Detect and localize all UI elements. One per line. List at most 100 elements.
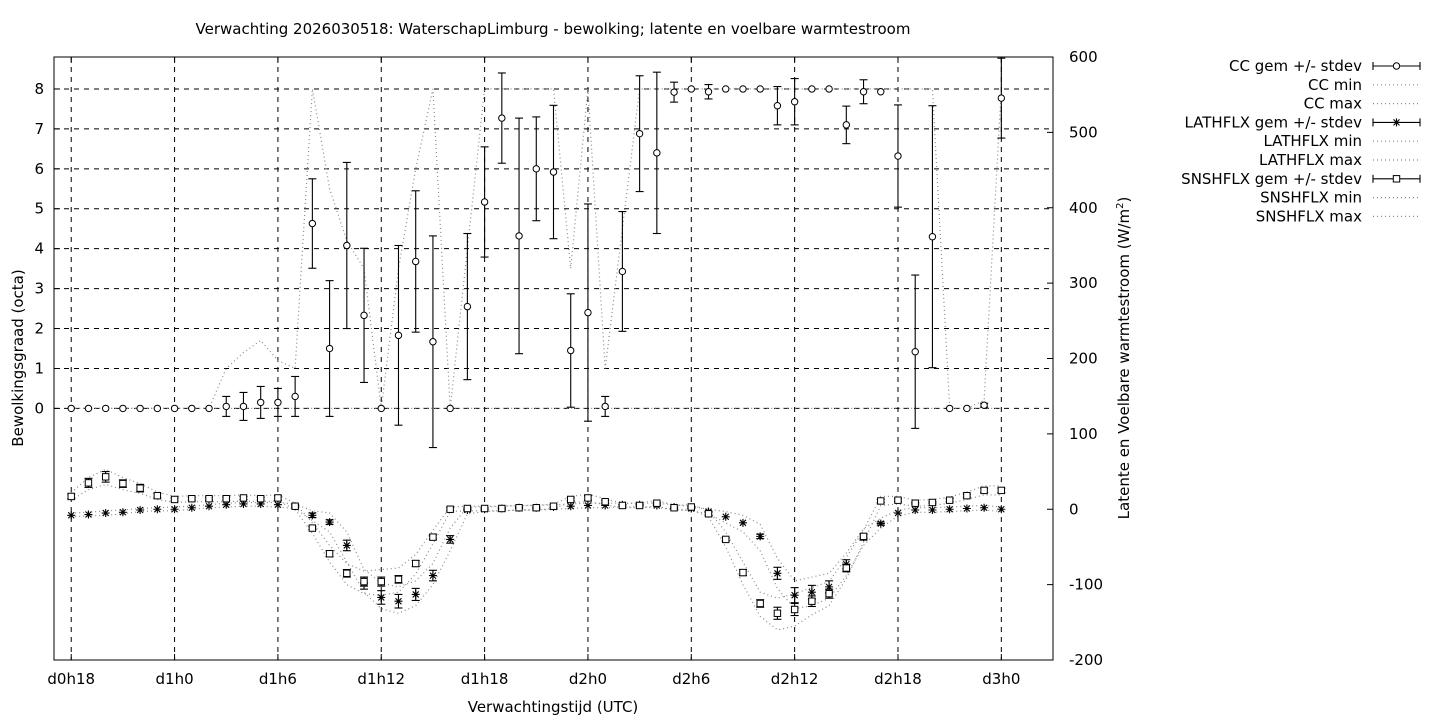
lathflx-mean-point (325, 518, 334, 527)
legend-item: LATHFLX min (1263, 132, 1420, 150)
x-tick-label: d1h18 (461, 670, 509, 688)
lathflx-mean-point (738, 518, 747, 527)
snshflx-mean-point (773, 609, 782, 617)
lathflx-mean-point (997, 505, 1006, 514)
cc-mean-point (67, 404, 75, 413)
cc-mean-point (239, 402, 248, 411)
x-tick-label: d3h0 (982, 670, 1020, 688)
cc-mean-point (188, 404, 196, 413)
lathflx-mean-point (962, 504, 971, 513)
cc-mean-point (256, 398, 265, 407)
y-tick-label: 2 (34, 320, 44, 338)
lathflx-mean-point (893, 509, 902, 518)
snshflx-mean-point (584, 494, 592, 502)
cc-mean-point (928, 233, 937, 241)
cc-mean-point (343, 241, 351, 250)
lathflx-mean-point (394, 597, 403, 606)
snshflx-mean-point (997, 486, 1006, 495)
snshflx-mean-point (239, 494, 248, 502)
cc-mean-point (360, 311, 368, 320)
snshflx-mean-point (567, 495, 575, 504)
snshflx-mean-point (360, 577, 368, 586)
snshflx-mean-point (945, 496, 954, 504)
y-tick-label: 5 (34, 200, 44, 218)
legend-item: CC gem +/- stdev (1229, 57, 1421, 75)
cc-mean-point (618, 267, 627, 276)
cc-mean-point (567, 346, 575, 355)
x-tick-label: d1h6 (259, 670, 297, 688)
lathflx-mean-point (945, 505, 954, 514)
snshflx-mean-point (911, 499, 919, 507)
legend-marker (1392, 118, 1401, 127)
lathflx-min-line (71, 505, 1002, 614)
snshflx-mean-point (825, 589, 833, 598)
y2-axis-label-sup: 2 (1115, 203, 1126, 209)
legend-label: LATHFLX gem +/- stdev (1184, 113, 1362, 131)
snshflx-mean-point (963, 491, 971, 500)
lathflx-mean-point (153, 505, 162, 514)
lathflx-mean-point (342, 541, 351, 550)
snshflx-mean-point (808, 597, 816, 605)
snshflx-mean-point (515, 504, 523, 512)
snshflx-mean-point (412, 559, 420, 568)
cc-mean-point (670, 88, 678, 96)
snshflx-mean-point (188, 494, 196, 503)
cc-mean-point (825, 85, 833, 93)
snshflx-mean-point (343, 569, 351, 578)
lathflx-mean-point (239, 499, 248, 508)
x-tick-label: d2h18 (874, 670, 922, 688)
cc-mean-point (756, 85, 764, 93)
snshflx-mean-point (739, 568, 747, 577)
snshflx-mean-point (635, 501, 644, 510)
snshflx-mean-point (119, 479, 127, 488)
legend-label: SNSHFLX gem +/- stdev (1181, 170, 1362, 188)
cc-mean-point (222, 402, 230, 411)
lathflx-mean-point (583, 501, 592, 510)
cc-mean-point (808, 85, 816, 93)
cc-mean-point (911, 348, 919, 356)
y-tick-label: 7 (34, 120, 44, 138)
snshflx-mean-point (653, 499, 661, 507)
cc-mean-point (84, 404, 93, 413)
snshflx-mean-point (153, 491, 162, 500)
lathflx-mean-point (377, 593, 386, 602)
cc-mean-point (136, 404, 144, 413)
lathflx-mean-point (118, 508, 127, 517)
snshflx-mean-point (601, 498, 609, 506)
lathflx-mean-point (825, 582, 834, 591)
snshflx-mean-point (894, 496, 902, 504)
cc-mean-point (394, 331, 403, 340)
legend-marker (1392, 175, 1401, 183)
cc-mean-point (205, 404, 213, 413)
lathflx-mean-point (601, 501, 610, 510)
legend-item: CC min (1308, 76, 1420, 94)
lathflx-mean-point (205, 502, 214, 511)
x-tick-label: d2h6 (672, 670, 710, 688)
cc-mean-point (291, 392, 299, 401)
y-tick-label: 8 (34, 80, 44, 98)
cc-mean-point (153, 404, 162, 413)
legend-label: LATHFLX max (1259, 151, 1362, 169)
lathflx-mean-point (411, 590, 420, 599)
cc-mean-point (101, 404, 110, 413)
snshflx-mean-point (498, 504, 506, 513)
legend-item: SNSHFLX gem +/- stdev (1181, 170, 1421, 188)
y2-tick-label: 400 (1069, 199, 1098, 217)
y2-tick-label: 0 (1069, 500, 1079, 518)
y2-tick-label: -200 (1069, 651, 1103, 669)
cc-mean-point (945, 404, 954, 413)
cc-mean-point (722, 85, 730, 93)
cc-mean-point (412, 257, 420, 266)
cc-mean-point (532, 165, 540, 173)
legend-item: LATHFLX max (1259, 151, 1420, 169)
snshflx-mean-point (308, 524, 317, 532)
x-tick-label: d1h0 (156, 670, 194, 688)
legend-label: LATHFLX min (1263, 132, 1362, 150)
cc-mean-point (549, 168, 558, 176)
ticks-layer: d0h18 d1h0 d1h6 d1h12 d1h18 d2h0 d2h6 d2h12 d2h1… (34, 48, 1103, 688)
x-tick-label: d2h0 (569, 670, 607, 688)
cc-mean-point (635, 129, 644, 138)
lathflx-mean-point (842, 560, 851, 569)
